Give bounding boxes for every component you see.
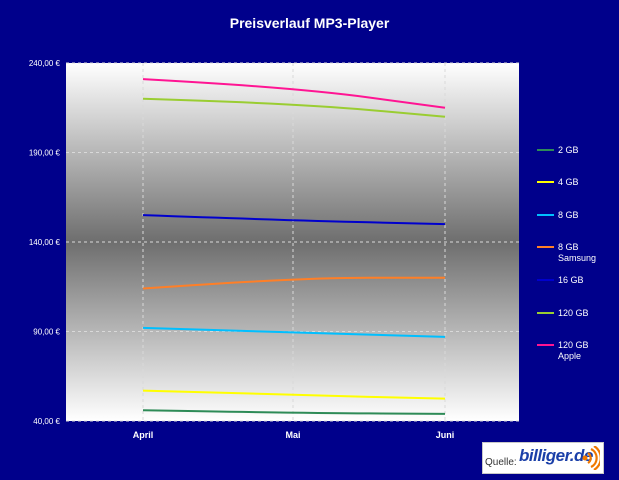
legend-label-2: 8 GB xyxy=(558,210,579,220)
plot-area xyxy=(66,63,519,421)
y-tick-label: 240,00 € xyxy=(29,59,61,68)
series-line-4 xyxy=(142,214,446,226)
series-line-6 xyxy=(142,78,446,109)
legend-label-4: 16 GB xyxy=(558,275,584,285)
y-axis-labels: 240,00 € 190,00 € 140,00 € 90,00 € 40,00 € xyxy=(29,59,61,426)
series-line-1 xyxy=(142,389,446,400)
y-tick-label: 90,00 € xyxy=(33,328,60,337)
series-line-3 xyxy=(142,276,445,290)
series-line-0 xyxy=(142,409,446,415)
legend-label-5: 120 GB xyxy=(558,308,589,318)
legend: 2 GB 4 GB 8 GB 8 GB Samsung 16 GB 120 GB 120 GB… xyxy=(537,145,596,361)
source-badge[interactable]: Quelle: billiger.de xyxy=(482,442,604,474)
x-tick-label: Mai xyxy=(285,430,300,440)
billiger-logo: billiger.de xyxy=(519,446,593,465)
series-line-5 xyxy=(142,97,446,118)
x-axis-labels: April Mai Juni xyxy=(133,430,455,440)
x-tick-label: Juni xyxy=(436,430,455,440)
series-lines xyxy=(142,78,446,415)
signal-waves-icon xyxy=(582,446,600,470)
source-label: Quelle: xyxy=(485,457,517,468)
legend-label-6: 120 GB Apple xyxy=(558,340,589,361)
legend-label-1: 4 GB xyxy=(558,177,579,187)
y-tick-label: 140,00 € xyxy=(29,238,61,247)
legend-label-0: 2 GB xyxy=(558,145,579,155)
legend-label-3: 8 GB Samsung xyxy=(558,242,596,263)
x-tick-label: April xyxy=(133,430,154,440)
chart-title: Preisverlauf MP3-Player xyxy=(229,15,390,31)
series-line-2 xyxy=(142,326,446,338)
y-tick-label: 40,00 € xyxy=(33,417,60,426)
y-tick-label: 190,00 € xyxy=(29,149,61,158)
